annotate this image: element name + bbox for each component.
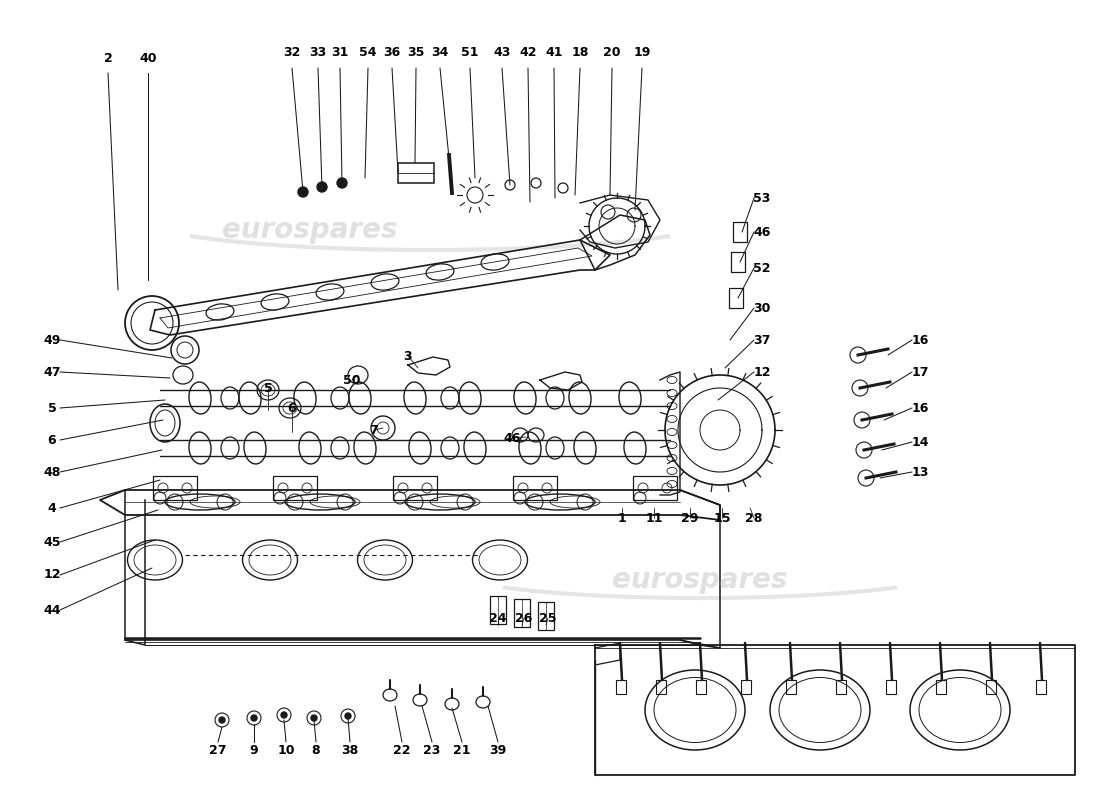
Bar [514, 599, 530, 627]
Bar [393, 476, 437, 500]
Circle shape [345, 713, 351, 719]
Text: 35: 35 [407, 46, 425, 58]
Text: 4: 4 [47, 502, 56, 514]
Text: 7: 7 [370, 423, 378, 437]
Text: 38: 38 [341, 743, 359, 757]
Text: 19: 19 [634, 46, 651, 58]
Circle shape [280, 712, 287, 718]
Bar [538, 602, 554, 630]
Bar [886, 680, 896, 694]
Text: 3: 3 [404, 350, 412, 362]
Text: 37: 37 [754, 334, 771, 346]
Text: 42: 42 [519, 46, 537, 58]
Bar [656, 680, 666, 694]
Text: 46: 46 [754, 226, 771, 238]
Text: 6: 6 [288, 402, 296, 414]
Text: 54: 54 [360, 46, 376, 58]
Bar [632, 476, 676, 500]
Bar [786, 680, 796, 694]
Text: 44: 44 [43, 603, 60, 617]
Text: 43: 43 [493, 46, 510, 58]
Circle shape [317, 182, 327, 192]
Text: eurospares: eurospares [222, 216, 398, 244]
Text: 17: 17 [911, 366, 928, 378]
Text: 11: 11 [646, 511, 662, 525]
Text: 23: 23 [424, 743, 441, 757]
Text: 29: 29 [681, 511, 698, 525]
Text: 2: 2 [103, 51, 112, 65]
Text: 33: 33 [309, 46, 327, 58]
Bar [273, 476, 317, 500]
Text: eurospares: eurospares [613, 566, 788, 594]
Circle shape [337, 178, 346, 188]
Text: 24: 24 [490, 611, 507, 625]
Bar [398, 163, 434, 183]
Bar [936, 680, 946, 694]
Text: 48: 48 [43, 466, 60, 478]
Bar [490, 596, 506, 624]
Text: 20: 20 [603, 46, 620, 58]
Text: 45: 45 [43, 535, 60, 549]
Text: 30: 30 [754, 302, 771, 314]
Text: 27: 27 [209, 743, 227, 757]
Bar [513, 476, 557, 500]
Text: 22: 22 [394, 743, 410, 757]
Text: 53: 53 [754, 191, 771, 205]
Text: 28: 28 [746, 511, 762, 525]
Text: 34: 34 [431, 46, 449, 58]
Text: 47: 47 [43, 366, 60, 378]
Text: 12: 12 [43, 569, 60, 582]
Text: 52: 52 [754, 262, 771, 274]
Text: 5: 5 [47, 402, 56, 414]
Circle shape [298, 187, 308, 197]
Bar [616, 680, 626, 694]
Text: 16: 16 [911, 334, 928, 346]
Bar [732, 252, 745, 272]
Bar [986, 680, 996, 694]
Text: 5: 5 [264, 382, 273, 394]
Circle shape [219, 717, 225, 723]
Text: 6: 6 [47, 434, 56, 446]
Text: 31: 31 [331, 46, 349, 58]
Text: 14: 14 [911, 435, 928, 449]
Bar [1036, 680, 1046, 694]
Text: 10: 10 [277, 743, 295, 757]
Text: 50: 50 [343, 374, 361, 386]
Text: 49: 49 [43, 334, 60, 346]
Text: 25: 25 [539, 611, 557, 625]
Text: 13: 13 [911, 466, 928, 478]
Text: 21: 21 [453, 743, 471, 757]
Bar [729, 288, 743, 308]
Bar [836, 680, 846, 694]
Text: 1: 1 [617, 511, 626, 525]
Bar [733, 222, 747, 242]
Text: 36: 36 [384, 46, 400, 58]
Text: 8: 8 [311, 743, 320, 757]
Text: 39: 39 [490, 743, 507, 757]
Bar [153, 476, 197, 500]
Text: 16: 16 [911, 402, 928, 414]
Text: 51: 51 [461, 46, 478, 58]
Bar [696, 680, 706, 694]
Text: 41: 41 [546, 46, 563, 58]
Circle shape [311, 715, 317, 721]
Text: 18: 18 [571, 46, 588, 58]
Circle shape [251, 715, 257, 721]
Text: 9: 9 [250, 743, 258, 757]
Bar [741, 680, 751, 694]
Text: 12: 12 [754, 366, 771, 378]
Text: 46: 46 [504, 431, 520, 445]
Text: 26: 26 [515, 611, 532, 625]
Text: 40: 40 [140, 51, 156, 65]
Text: 15: 15 [713, 511, 730, 525]
Text: 32: 32 [284, 46, 300, 58]
